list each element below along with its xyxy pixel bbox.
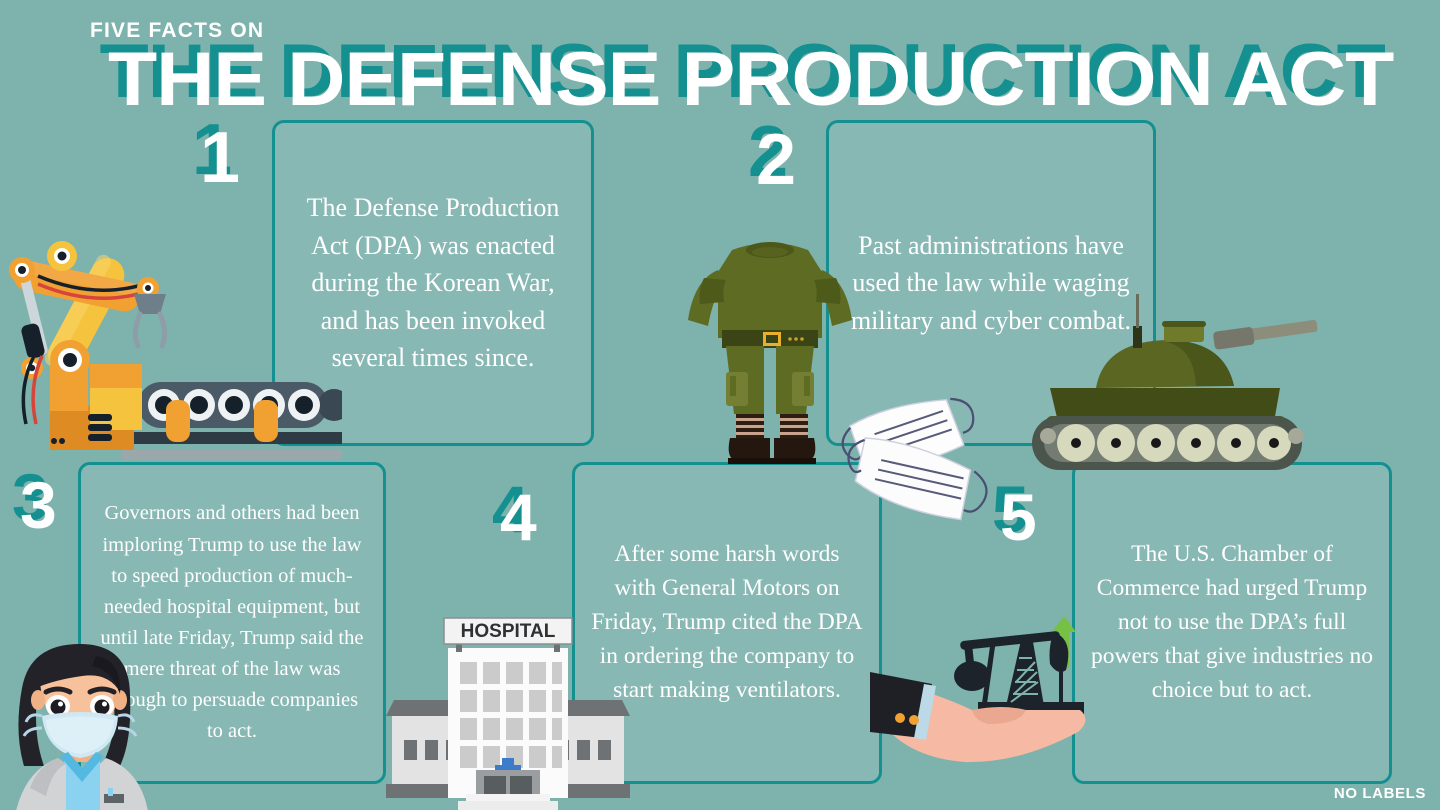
fact-number-4: 4 xyxy=(500,480,537,554)
masked-doctor-icon xyxy=(0,636,176,810)
fact-card-3: Governors and others had been imploring … xyxy=(78,462,386,784)
fact-number-2: 2 xyxy=(756,120,797,200)
hospital-sign-text: HOSPITAL xyxy=(461,621,556,642)
fact-card-2: Past administrations have used the law w… xyxy=(826,120,1156,446)
page-title: THE DEFENSE PRODUCTION ACT xyxy=(108,37,1394,122)
fact-number-5: 5 xyxy=(1000,480,1037,554)
military-uniform-icon xyxy=(660,228,880,473)
fact-number-3: 3 xyxy=(20,468,57,542)
brand-watermark: NO LABELS xyxy=(1333,785,1426,802)
fact-text-3: Governors and others had been imploring … xyxy=(100,502,364,743)
fact-card-5: The U.S. Chamber of Commerce had urged T… xyxy=(1072,462,1392,784)
tank-icon xyxy=(1018,288,1318,483)
hospital-building-icon: HOSPITAL xyxy=(378,612,638,810)
surgical-masks-icon xyxy=(838,390,1048,565)
kicker-label: FIVE FACTS ON xyxy=(90,19,265,42)
fact-text-4: After some harsh words with General Moto… xyxy=(591,541,863,703)
fact-text-2: Past administrations have used the law w… xyxy=(850,230,1132,335)
hand-holding-oil-pumpjack-icon xyxy=(868,598,1100,789)
fact-text-1: The Defense Production Act (DPA) was ena… xyxy=(306,193,560,373)
fact-text-5: The U.S. Chamber of Commerce had urged T… xyxy=(1091,541,1373,703)
industrial-robot-arm-icon xyxy=(0,228,352,475)
fact-number-1: 1 xyxy=(200,118,241,198)
